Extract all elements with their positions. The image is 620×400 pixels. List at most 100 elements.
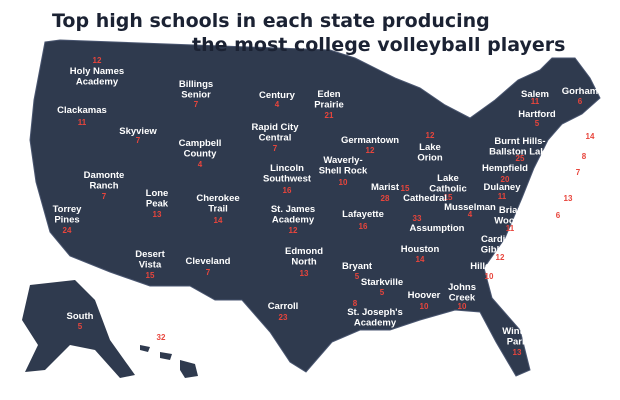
- school-name: Lone: [146, 188, 169, 199]
- school-name: Hoover: [408, 290, 441, 301]
- player-count: 23: [279, 313, 288, 322]
- school-name: Campbell: [179, 138, 222, 149]
- player-count: 4: [468, 210, 473, 219]
- player-count: 12: [366, 146, 375, 155]
- player-count: 5: [355, 272, 360, 281]
- school-name: Cardinal: [481, 234, 519, 245]
- player-count: 10: [458, 302, 467, 311]
- school-name: Billings: [179, 79, 213, 90]
- player-count: 11: [531, 97, 540, 106]
- school-name: North: [291, 257, 317, 268]
- school-name: Assumption: [410, 223, 465, 234]
- school-name: St. Mark's: [536, 203, 581, 214]
- player-count: 16: [283, 186, 292, 195]
- school-name: Briar: [499, 205, 521, 216]
- school-name: Academy: [354, 318, 397, 329]
- school-name: Starkville: [361, 277, 403, 288]
- player-count: 12: [289, 226, 298, 235]
- player-count: 11: [498, 192, 507, 201]
- player-count: 7: [194, 100, 199, 109]
- school-name: Kamehameha: [130, 321, 192, 332]
- school-name: Ranch: [89, 181, 118, 192]
- player-count: 5: [535, 119, 540, 128]
- player-count: 14: [586, 132, 595, 141]
- school-name: Prairie: [314, 100, 344, 111]
- school-name: Lafayette: [342, 209, 384, 220]
- school-name: Salem: [521, 89, 549, 100]
- school-name: Hunterdon: [544, 179, 592, 190]
- player-count: 7: [136, 136, 141, 145]
- school-name: Hempfield: [482, 163, 528, 174]
- school-name: Central: [259, 133, 292, 144]
- title-line: the most college volleyball players: [192, 34, 565, 56]
- player-count: 32: [157, 333, 166, 342]
- school-name: Lake: [419, 142, 441, 153]
- player-count: 16: [359, 222, 368, 231]
- player-count: 15: [146, 271, 155, 280]
- school-name: Desert: [135, 249, 165, 260]
- school-name: Hartford: [518, 109, 556, 120]
- school-name: Vista: [139, 260, 162, 271]
- school-name: Lincoln: [270, 163, 304, 174]
- player-count: 7: [576, 168, 581, 177]
- school-name: Shell Rock: [319, 166, 368, 177]
- school-name: Cherokee: [196, 193, 239, 204]
- player-count: 13: [564, 194, 573, 203]
- player-count: 13: [300, 269, 309, 278]
- player-count: 13: [513, 348, 522, 357]
- player-count: 14: [416, 255, 425, 264]
- school-name: Marist: [371, 182, 400, 193]
- school-name: Cleveland: [186, 256, 231, 267]
- school-name: Houston: [401, 244, 440, 255]
- school-name: Dulaney: [484, 182, 522, 193]
- player-count: 12: [426, 131, 435, 140]
- school-name: Academy: [76, 77, 119, 88]
- player-count: 12: [496, 253, 505, 262]
- player-count: 7: [273, 144, 278, 153]
- player-count: 10: [420, 302, 429, 311]
- us-mainland: [29, 39, 601, 377]
- school-name: Academy: [272, 215, 315, 226]
- school-name: Pines: [54, 215, 79, 226]
- player-count: 15: [401, 184, 410, 193]
- school-name: Creek: [449, 293, 476, 304]
- player-count: 7: [206, 268, 211, 277]
- school-name: Eden: [317, 89, 340, 100]
- school-name: Southwest: [263, 174, 312, 185]
- school-name: Coventry: [557, 160, 599, 171]
- hawaii: [140, 345, 198, 378]
- school-name: Torrey: [53, 204, 83, 215]
- school-name: County: [184, 149, 217, 160]
- school-name: Carroll: [268, 301, 299, 312]
- school-name: Woods: [494, 216, 526, 227]
- school-name: St. Joseph's: [347, 307, 403, 318]
- school-name: Damonte: [84, 170, 125, 181]
- school-name: Winter: [502, 326, 532, 337]
- player-count: 25: [516, 154, 525, 163]
- player-count: 4: [198, 160, 203, 169]
- school-name: Coventry: [563, 144, 605, 155]
- school-name: Holy Names: [70, 66, 124, 77]
- player-count: 33: [413, 214, 422, 223]
- school-name: Orion: [417, 153, 443, 164]
- player-count: 7: [102, 192, 107, 201]
- school-name: Central: [552, 190, 585, 201]
- player-count: 4: [275, 100, 280, 109]
- school-name: Cathedral: [403, 193, 447, 204]
- school-name: Musselman: [444, 202, 496, 213]
- school-name: Peak: [146, 199, 169, 210]
- player-count: 15: [444, 193, 453, 202]
- player-count: 14: [214, 216, 223, 225]
- school-name: Catholic: [429, 184, 466, 195]
- player-count: 5: [78, 322, 83, 331]
- title-line: Top high schools in each state producing: [52, 10, 490, 32]
- school-name: Trail: [208, 204, 228, 215]
- player-count: 8: [582, 152, 587, 161]
- player-count: 6: [578, 97, 583, 106]
- school-name: Hillcrest: [470, 261, 508, 272]
- player-count: 28: [381, 194, 390, 203]
- school-name: Rapid City: [252, 122, 300, 133]
- school-name: Barnstable: [565, 123, 614, 134]
- player-count: 21: [325, 111, 334, 120]
